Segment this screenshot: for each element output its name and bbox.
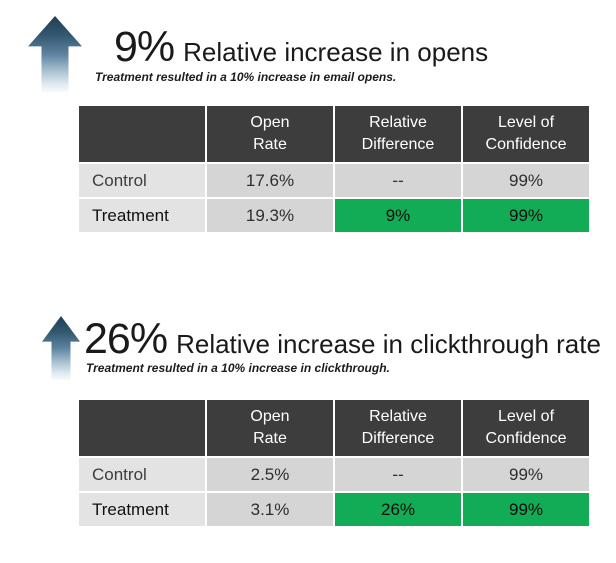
header-cell-relative-difference: Relative Difference — [333, 398, 463, 458]
highlighted-cell-relative-difference: 9% — [333, 197, 463, 234]
data-cell-open-rate: 19.3% — [205, 197, 335, 234]
header-cell-blank — [77, 104, 207, 164]
up-arrow-icon — [42, 316, 80, 380]
row-label-cell: Control — [77, 456, 207, 493]
stat-value: 9% — [114, 23, 175, 71]
header-cell-relative-difference: Relative Difference — [333, 104, 463, 164]
section-opens-subtitle: Treatment resulted in a 10% increase in … — [95, 70, 397, 84]
header-cell-level-of-confidence: Level of Confidence — [461, 398, 591, 458]
highlighted-cell-relative-difference: 26% — [333, 491, 463, 528]
header-cell-blank — [77, 398, 207, 458]
section-clickthrough-subtitle: Treatment resulted in a 10% increase in … — [86, 361, 390, 375]
headline-text: Relative increase in clickthrough rate — [176, 329, 601, 359]
data-cell-relative-difference: -- — [333, 162, 463, 199]
row-label-cell: Control — [77, 162, 207, 199]
up-arrow-icon — [28, 16, 82, 92]
data-cell-open-rate: 3.1% — [205, 491, 335, 528]
data-cell-open-rate: 17.6% — [205, 162, 335, 199]
section-clickthrough-headline: 26% Relative increase in clickthrough ra… — [84, 318, 601, 361]
table-header-row: Open Rate Relative Difference Level of C… — [77, 104, 591, 164]
table-row-control: Control 2.5% -- 99% — [77, 456, 591, 493]
stat-value: 26% — [84, 315, 168, 363]
clickthrough-results-table: Open Rate Relative Difference Level of C… — [77, 398, 591, 528]
table-row-control: Control 17.6% -- 99% — [77, 162, 591, 199]
row-label-cell: Treatment — [77, 491, 207, 528]
table-header-row: Open Rate Relative Difference Level of C… — [77, 398, 591, 458]
opens-results-table: Open Rate Relative Difference Level of C… — [77, 104, 591, 234]
data-cell-open-rate: 2.5% — [205, 456, 335, 493]
highlighted-cell-level-of-confidence: 99% — [461, 491, 591, 528]
table-row-treatment: Treatment 3.1% 26% 99% — [77, 491, 591, 528]
highlighted-cell-level-of-confidence: 99% — [461, 197, 591, 234]
header-cell-level-of-confidence: Level of Confidence — [461, 104, 591, 164]
table-row-treatment: Treatment 19.3% 9% 99% — [77, 197, 591, 234]
header-cell-open-rate: Open Rate — [205, 104, 335, 164]
data-cell-relative-difference: -- — [333, 456, 463, 493]
row-label-cell: Treatment — [77, 197, 207, 234]
data-cell-level-of-confidence: 99% — [461, 456, 591, 493]
section-opens-headline: 9% Relative increase in opens — [114, 26, 488, 69]
headline-text: Relative increase in opens — [183, 37, 489, 67]
header-cell-open-rate: Open Rate — [205, 398, 335, 458]
data-cell-level-of-confidence: 99% — [461, 162, 591, 199]
